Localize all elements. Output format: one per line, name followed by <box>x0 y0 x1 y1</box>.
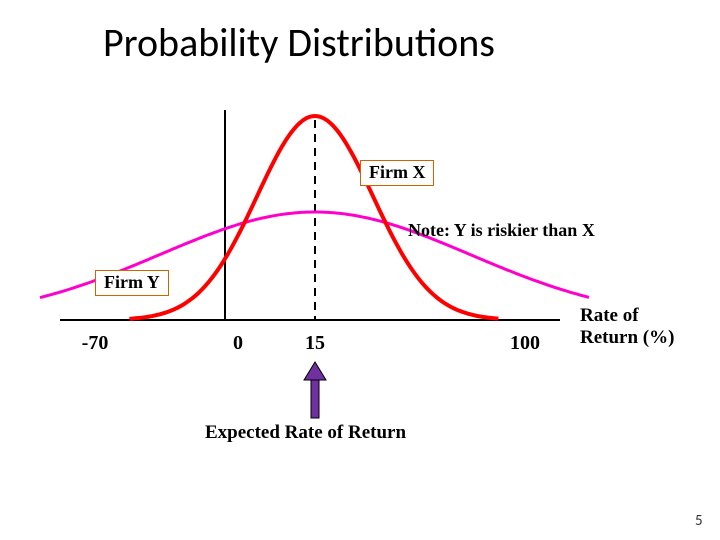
x-axis-label-line1: Rate of <box>580 305 639 326</box>
expected-return-arrow <box>304 362 326 418</box>
expected-return-caption: Expected Rate of Return <box>205 422 406 444</box>
page-number: 5 <box>695 512 703 530</box>
risk-note: Note: Y is riskier than X <box>408 220 595 241</box>
tick-100: 100 <box>510 332 540 355</box>
x-axis-label-line2: Return (%) <box>580 327 674 348</box>
tick--70: -70 <box>82 332 109 355</box>
firm-x-curve <box>129 116 498 319</box>
tick-15: 15 <box>305 332 325 355</box>
tick-0: 0 <box>233 332 243 355</box>
firm-y-label: Firm Y <box>95 270 169 296</box>
firm-x-label: Firm X <box>360 160 434 186</box>
x-axis-label: Rate of Return (%) <box>580 305 674 349</box>
